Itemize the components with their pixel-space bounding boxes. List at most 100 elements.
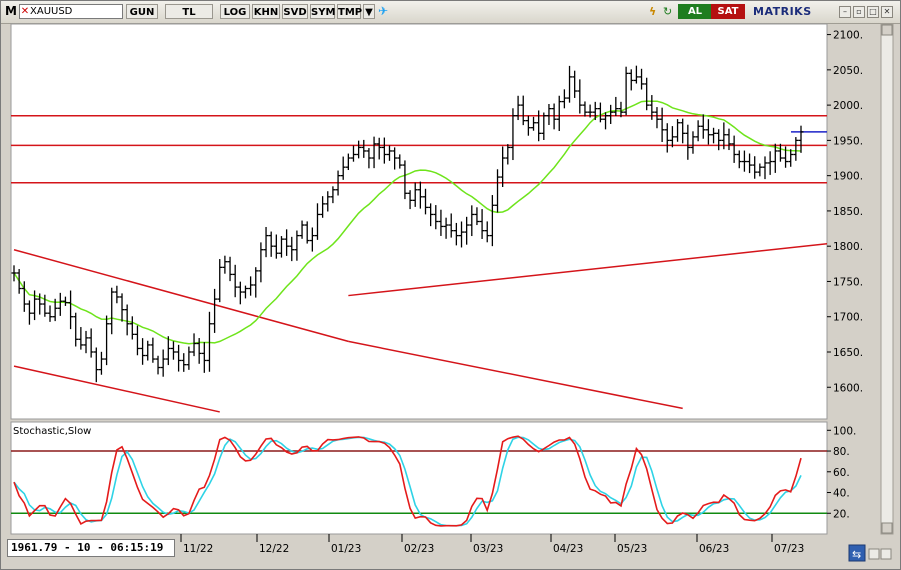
ohlc-bar: [376, 137, 382, 160]
sym-button[interactable]: SYM: [310, 4, 335, 19]
ohlc-bar: [68, 290, 74, 330]
stochastic-tick-label: 20.: [833, 508, 850, 520]
refresh-icon[interactable]: ↻: [663, 5, 673, 18]
price-tick-label: 2000.: [833, 100, 863, 112]
scroll-up-icon[interactable]: [881, 24, 893, 36]
ohlc-bar: [284, 229, 290, 256]
ohlc-bar: [690, 131, 696, 154]
ohlc-bar: [124, 304, 130, 336]
ohlc-bar: [711, 127, 717, 144]
ohlc-bar: [479, 209, 485, 239]
svd-button[interactable]: SVD: [282, 4, 308, 19]
ohlc-bar: [366, 148, 372, 169]
currency-button[interactable]: TL: [165, 4, 213, 19]
ohlc-bar: [798, 125, 804, 153]
dropdown-arrow-icon[interactable]: ▼: [363, 4, 375, 19]
price-tick-label: 2100.: [833, 30, 863, 42]
ohlc-bar: [680, 118, 686, 144]
ohlc-bar: [561, 89, 567, 109]
toolbar: M ✕XAUUSD GUN TL LOG KHN SVD SYM TMP ▼ ✈…: [1, 1, 900, 24]
twitter-bird-icon[interactable]: ✈: [377, 4, 389, 18]
ohlc-bar: [186, 346, 192, 370]
ohlc-bar: [685, 124, 691, 160]
close-symbol-icon[interactable]: ✕: [20, 6, 30, 17]
ohlc-bar: [176, 344, 182, 372]
ohlc-bar: [783, 146, 789, 168]
ohlc-bar: [304, 221, 310, 244]
ohlc-bar: [88, 328, 94, 358]
close-icon[interactable]: ✕: [881, 6, 893, 18]
ohlc-bar: [57, 292, 63, 316]
scroll-right-icon[interactable]: [880, 548, 892, 560]
scroll-down-icon[interactable]: [881, 522, 893, 534]
ohlc-bar: [145, 340, 151, 361]
ohlc-bar: [217, 259, 223, 303]
ohlc-bar: [644, 77, 650, 111]
x-tick-label: 04/23: [553, 543, 583, 555]
ohlc-bar: [78, 327, 84, 350]
ohlc-bar: [248, 276, 254, 296]
stochastic-tick-label: 80.: [833, 446, 850, 458]
ohlc-bar: [510, 108, 516, 161]
price-tick-label: 1900.: [833, 171, 863, 183]
sell-button[interactable]: SAT: [711, 4, 745, 19]
ohlc-bar: [639, 68, 645, 90]
ohlc-bar: [196, 338, 202, 364]
symbol-input[interactable]: ✕XAUUSD: [19, 4, 123, 19]
ohlc-bar: [608, 104, 614, 124]
price-tick-label: 1950.: [833, 135, 863, 147]
price-readout: 1961.79 - 10 - 06:15:19: [7, 539, 175, 557]
ohlc-bar: [664, 123, 670, 153]
price-plot: [11, 65, 827, 413]
ohlc-bar: [577, 79, 583, 114]
ohlc-bar: [98, 351, 104, 375]
ohlc-bar: [474, 207, 480, 226]
svg-text:⇆: ⇆: [852, 548, 861, 561]
minimize-icon[interactable]: –: [839, 6, 851, 18]
ohlc-bar: [747, 153, 753, 174]
x-tick-label: 07/23: [774, 543, 804, 555]
stochastic-tick-label: 100.: [833, 425, 856, 437]
period-button[interactable]: GUN: [126, 4, 158, 19]
price-tick-label: 1700.: [833, 312, 863, 324]
log-scale-button[interactable]: LOG: [220, 4, 250, 19]
ohlc-bar: [520, 95, 526, 126]
ohlc-bar: [320, 196, 326, 218]
restore-icon[interactable]: ▫: [853, 6, 865, 18]
ohlc-bar: [500, 146, 506, 188]
vertical-scrollbar[interactable]: [880, 23, 894, 535]
ohlc-bar: [340, 156, 346, 180]
ohlc-bar: [289, 236, 295, 262]
ohlc-bar: [757, 163, 763, 177]
ohlc-bar: [26, 300, 32, 325]
ohlc-bar: [345, 153, 351, 171]
price-tick-label: 2050.: [833, 65, 863, 77]
red-trendline: [348, 242, 827, 297]
buy-button[interactable]: AL: [678, 4, 712, 19]
ohlc-bar: [448, 213, 454, 238]
sync-icon[interactable]: [848, 544, 866, 562]
ohlc-bar: [335, 170, 341, 196]
ohlc-bar: [361, 139, 367, 158]
ohlc-bar: [495, 169, 501, 213]
khn-button[interactable]: KHN: [252, 4, 280, 19]
x-tick-label: 12/22: [259, 543, 289, 555]
ohlc-bar: [32, 290, 38, 321]
ohlc-bar: [258, 242, 264, 283]
maximize-icon[interactable]: □: [867, 6, 879, 18]
lightning-icon[interactable]: ϟ: [649, 5, 657, 18]
price-tick-label: 1750.: [833, 276, 863, 288]
tmp-button[interactable]: TMP: [337, 4, 362, 19]
ohlc-bar: [695, 120, 701, 142]
scroll-left-icon[interactable]: [868, 548, 880, 560]
moving-average-line: [13, 100, 802, 345]
ohlc-bar: [11, 265, 17, 282]
ohlc-bar: [428, 203, 434, 227]
ohlc-bar: [191, 333, 197, 357]
ohlc-bar: [150, 337, 156, 363]
stochastic-tick-label: 40.: [833, 488, 850, 500]
ohlc-bar: [767, 151, 773, 175]
ohlc-bar: [134, 325, 140, 356]
ohlc-bar: [253, 267, 259, 298]
price-tick-label: 1850.: [833, 206, 863, 218]
